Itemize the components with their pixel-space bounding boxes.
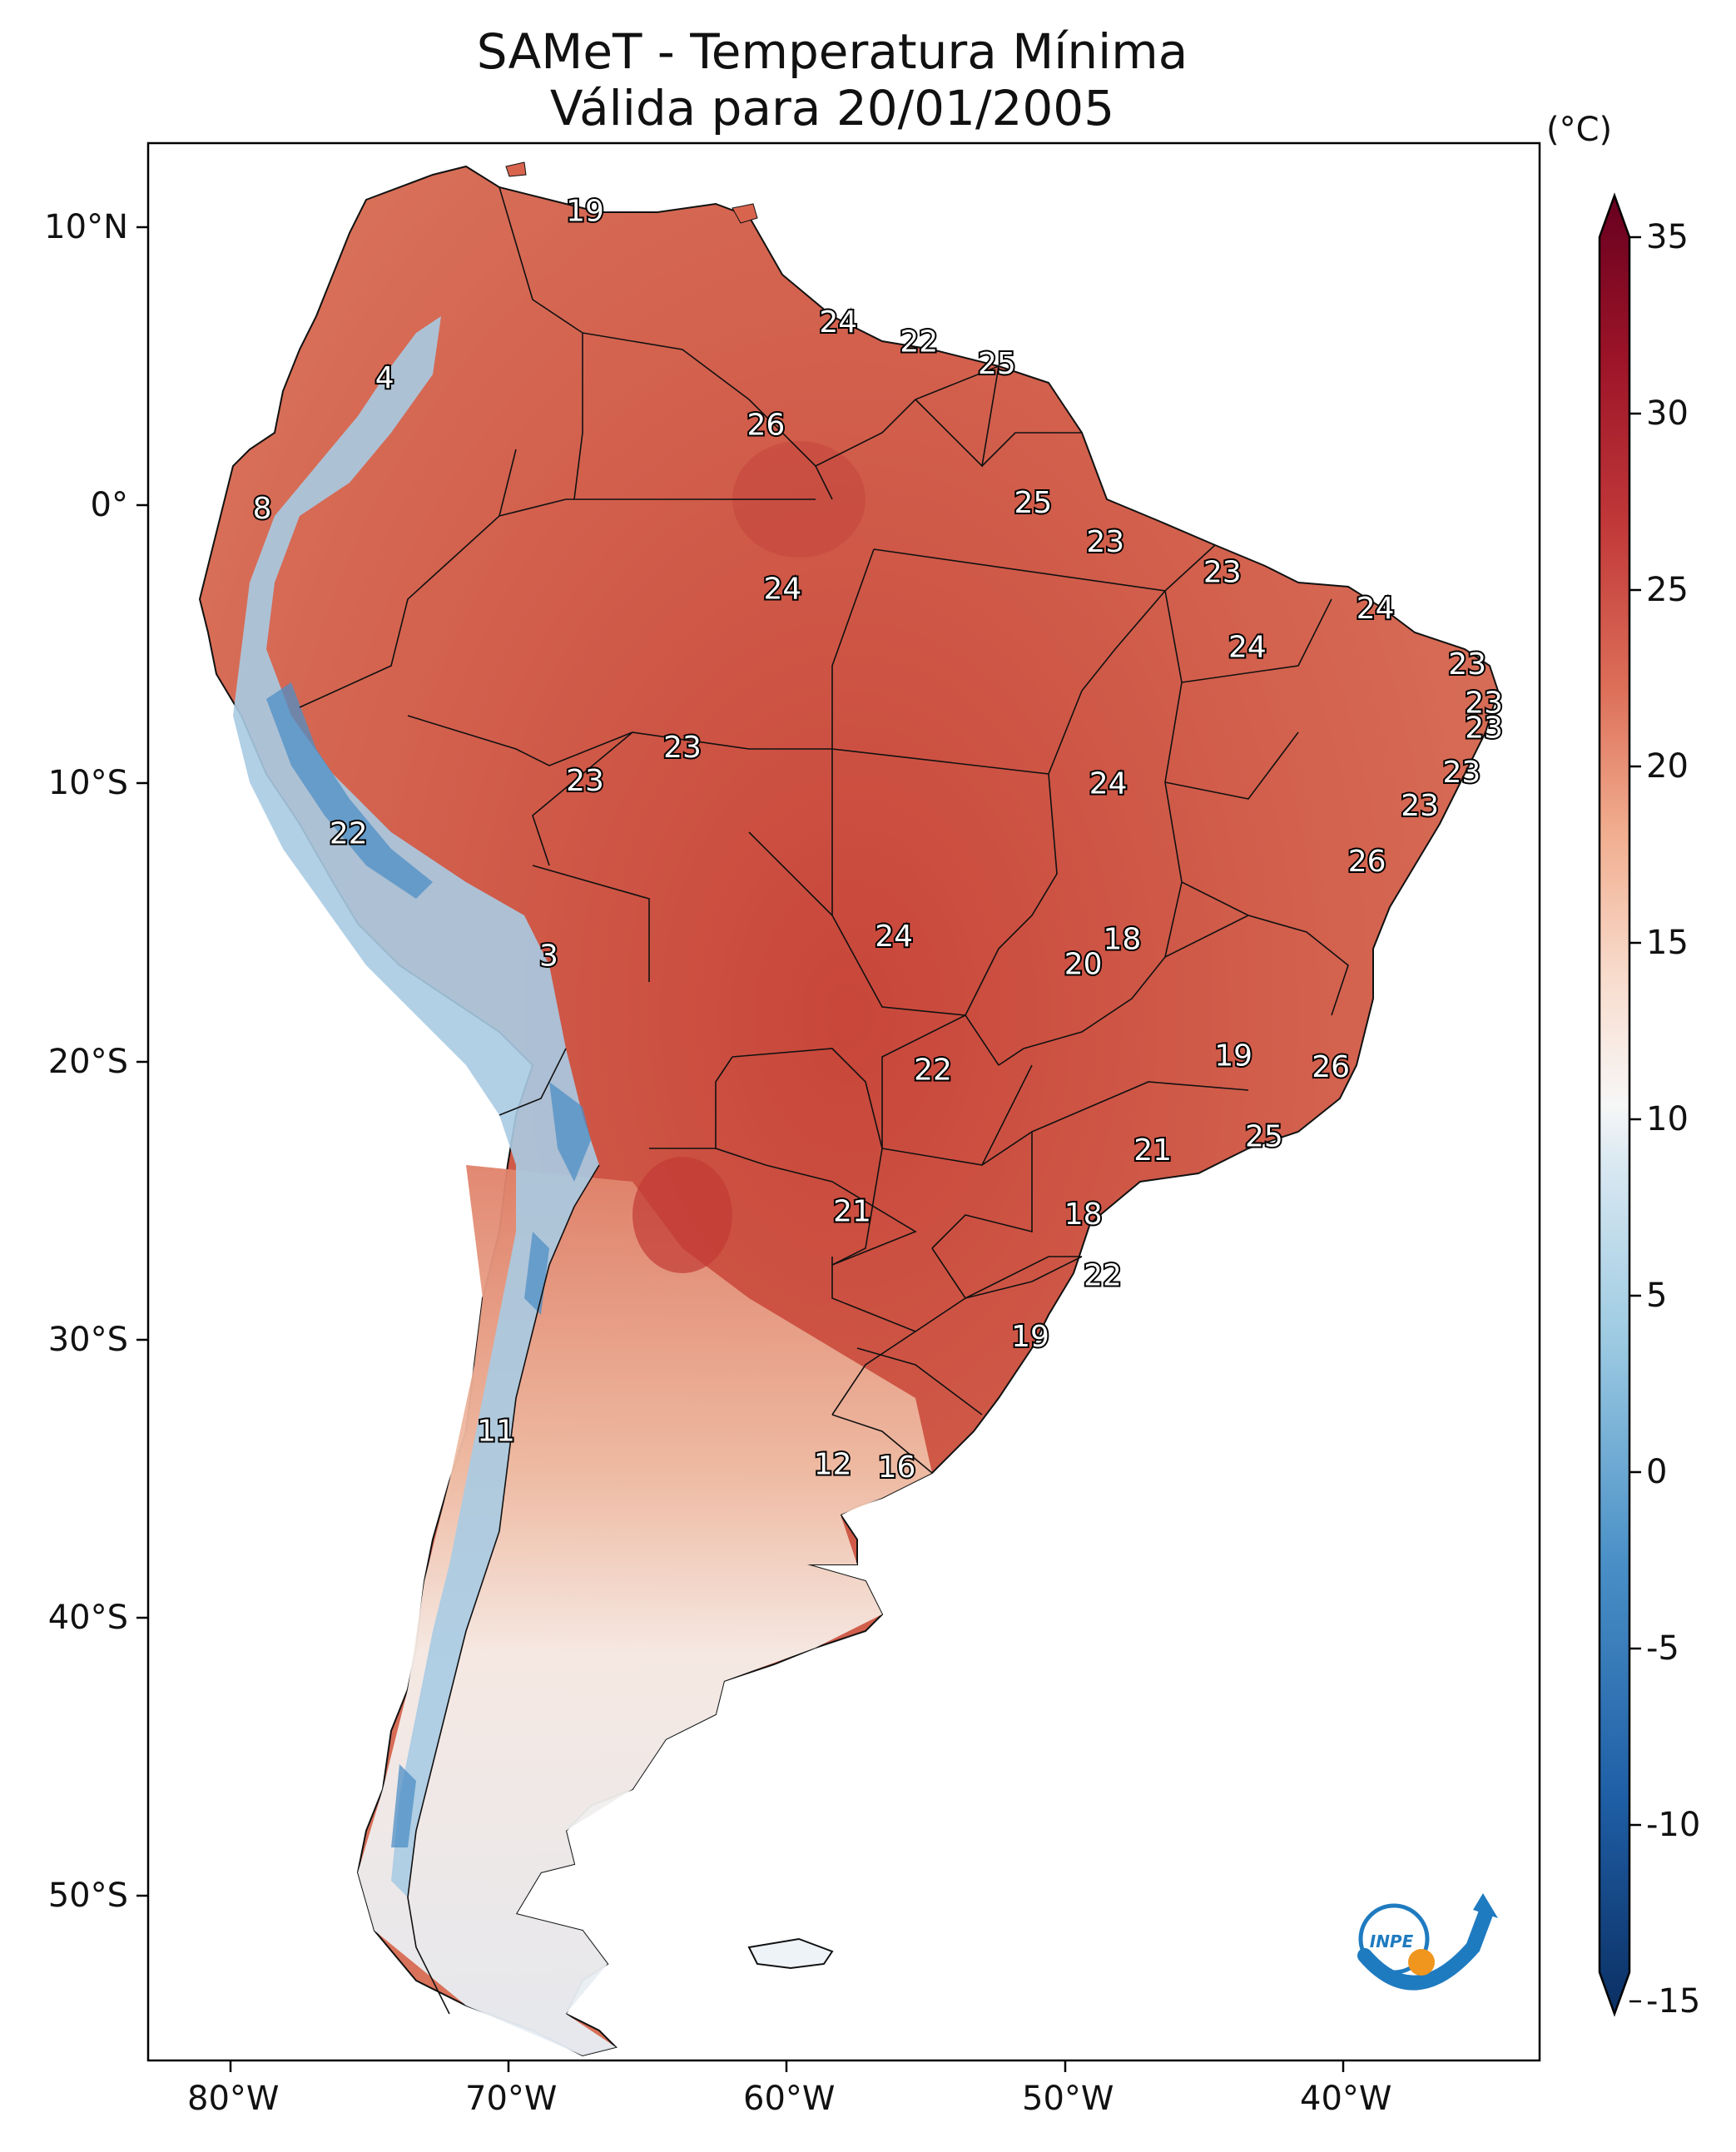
temperature-label: 18 [1064, 1197, 1103, 1232]
inpe-logo-text: INPE [1370, 1931, 1414, 1951]
temperature-label: 24 [763, 573, 801, 607]
y-tick-label: 10°S [47, 764, 128, 802]
temperature-label: 26 [1312, 1050, 1350, 1084]
x-tick-marks [229, 2060, 1345, 2072]
temperature-label: 26 [1348, 845, 1386, 879]
temperature-label: 19 [566, 195, 604, 229]
temperature-label: 23 [1465, 712, 1503, 746]
temperature-label: 23 [566, 764, 604, 798]
temperature-label: 24 [875, 920, 913, 954]
temperature-label: 22 [900, 325, 938, 359]
temperature-label: 19 [1214, 1039, 1252, 1074]
temperature-label: 21 [833, 1195, 871, 1229]
falkland-islands [747, 1937, 834, 1970]
map-layer [198, 161, 1500, 2057]
y-tick-label: 30°S [47, 1321, 128, 1359]
temperature-label: 22 [330, 816, 368, 850]
temperature-label: 22 [1084, 1258, 1122, 1292]
colorbar-tick-label: -15 [1646, 1982, 1701, 2021]
y-tick-label: 0° [90, 486, 128, 524]
inpe-logo-dot [1408, 1949, 1435, 1976]
inpe-logo: INPE [1357, 1893, 1498, 1991]
chaco-warm-core [632, 1157, 732, 1273]
x-tick-label: 40°W [1300, 2080, 1392, 2118]
temperature-label: 16 [878, 1450, 916, 1485]
andes-cold-band [233, 316, 599, 1897]
x-tick-label: 80°W [187, 2080, 280, 2118]
y-tick-label: 20°S [47, 1043, 128, 1081]
temperature-label: 26 [746, 409, 785, 443]
colorbar-tick-label: 30 [1646, 394, 1689, 433]
temperature-label: 23 [1086, 525, 1124, 559]
colorbar [1598, 192, 1641, 2017]
colorbar-unit: (°C) [1546, 111, 1613, 149]
temperature-label: 4 [375, 361, 394, 395]
temperature-label: 23 [663, 731, 702, 765]
temperature-label: 19 [1011, 1320, 1049, 1354]
temperature-label: 24 [819, 305, 857, 340]
x-tick-label: 60°W [743, 2080, 836, 2118]
temperature-label: 11 [477, 1414, 515, 1448]
temperature-label: 21 [1133, 1133, 1172, 1168]
temperature-label: 23 [1401, 789, 1439, 823]
temperature-label: 25 [978, 347, 1016, 381]
temperature-label: 23 [1203, 556, 1242, 590]
temperature-label: 20 [1064, 947, 1103, 981]
temperature-label: 18 [1103, 922, 1141, 956]
colorbar-tick-label: 10 [1646, 1100, 1689, 1138]
temperature-label: 24 [1228, 631, 1267, 665]
title-line-1: SAMeT - Temperatura Mínima [476, 23, 1188, 80]
colorbar-tick-label: 0 [1646, 1453, 1668, 1491]
title-line-2: Válida para 20/01/2005 [549, 80, 1115, 136]
temperature-label: 24 [1089, 766, 1128, 801]
colorbar-tick-label: 35 [1646, 218, 1689, 256]
temperature-label: 25 [1245, 1119, 1283, 1153]
temperature-label: 12 [814, 1447, 852, 1481]
temperature-label: 23 [1448, 647, 1486, 682]
internal-borders [299, 186, 1349, 2015]
colorbar-tick-label: 25 [1646, 571, 1689, 609]
x-tick-label: 50°W [1022, 2080, 1114, 2118]
temperature-label: 24 [1357, 592, 1395, 626]
colorbar-fill [1598, 192, 1631, 2017]
colorbar-tick-label: 20 [1646, 747, 1689, 786]
temperature-label: 3 [539, 939, 558, 973]
temperature-label: 23 [1465, 687, 1503, 721]
colorbar-tick-label: 5 [1646, 1277, 1668, 1315]
y-tick-marks [136, 226, 148, 1897]
y-tick-label: 10°N [44, 208, 128, 246]
colorbar-tick-label: -10 [1646, 1806, 1701, 1844]
y-tick-label: 50°S [47, 1877, 128, 1915]
x-tick-label: 70°W [465, 2080, 558, 2118]
temperature-label: 25 [1014, 486, 1052, 520]
colorbar-tick-label: -5 [1646, 1629, 1679, 1668]
caribbean-islands [505, 161, 758, 224]
temperature-label: 23 [1442, 756, 1481, 790]
map-frame [146, 141, 1541, 2062]
temperature-label: 8 [253, 492, 272, 526]
temperature-label: 22 [914, 1053, 952, 1087]
y-tick-label: 40°S [47, 1599, 128, 1637]
colorbar-tick-label: 15 [1646, 924, 1689, 962]
